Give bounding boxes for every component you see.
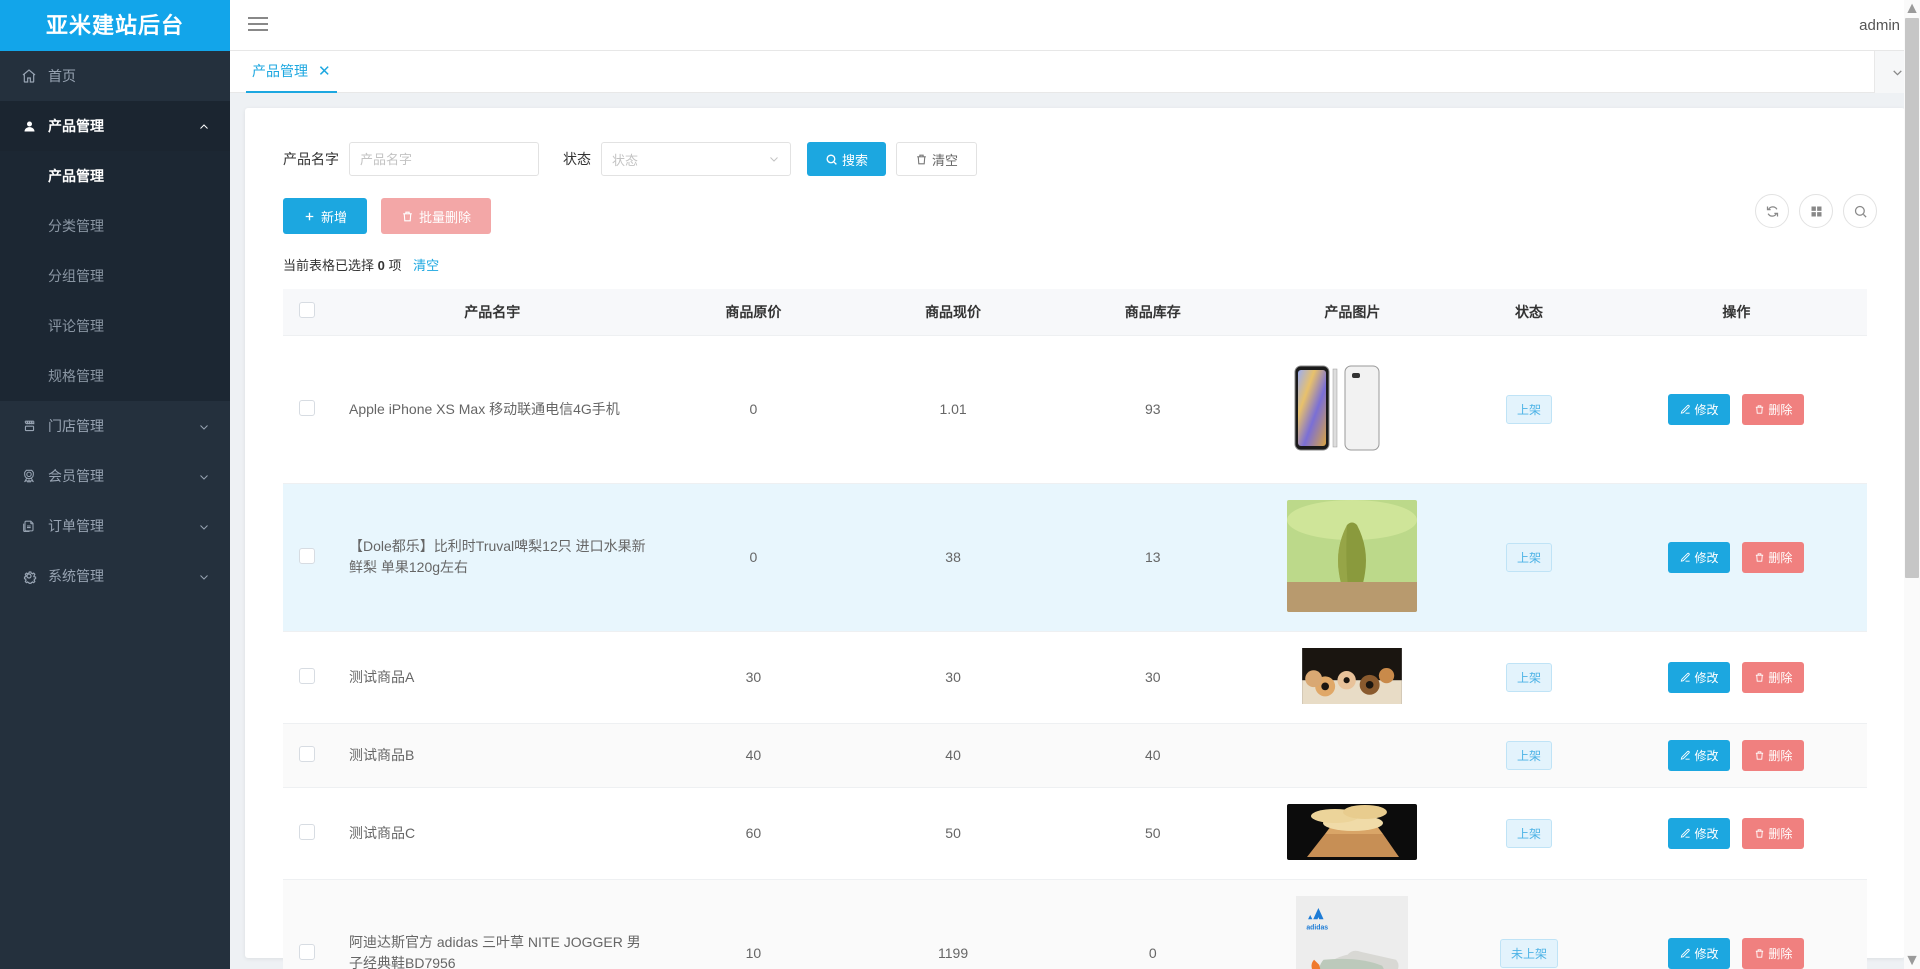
svg-text:adidas: adidas	[1307, 924, 1329, 931]
